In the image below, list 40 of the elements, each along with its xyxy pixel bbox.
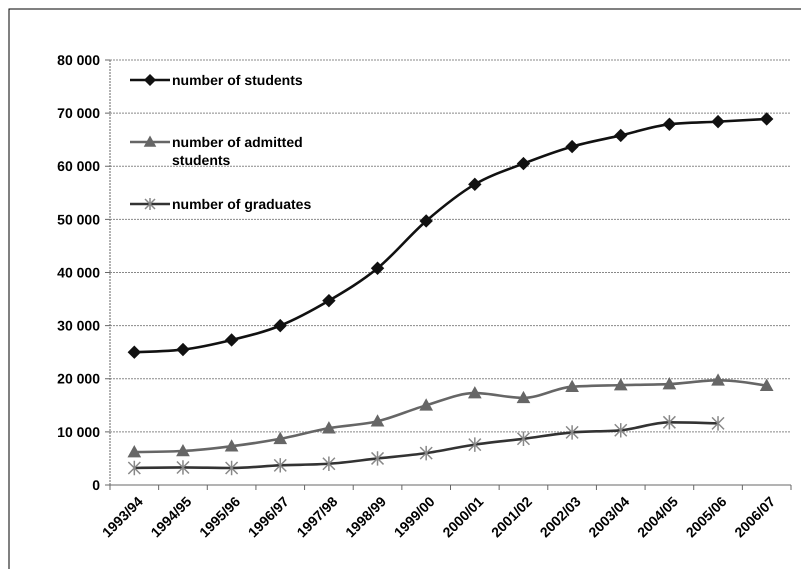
point (566, 140, 579, 154)
legend-label: number of graduates (172, 196, 312, 212)
y-tick-label: 50 000 (57, 211, 100, 228)
point (468, 386, 482, 398)
point (128, 446, 141, 458)
point (128, 346, 141, 359)
point (420, 214, 433, 228)
y-tick-label: 70 000 (57, 105, 100, 122)
point (225, 333, 238, 346)
point (274, 319, 287, 332)
y-tick-label: 20 000 (57, 370, 100, 387)
point (322, 422, 336, 434)
point (712, 115, 725, 128)
point (760, 379, 774, 391)
point (614, 378, 628, 390)
y-tick-label: 10 000 (57, 424, 100, 440)
point (468, 178, 482, 191)
y-tick-label: 0 (92, 476, 100, 493)
y-tick-label: 60 000 (57, 158, 100, 174)
point (274, 432, 287, 444)
y-tick-label: 80 000 (57, 52, 100, 68)
point (225, 440, 238, 452)
legend-label: number of students (172, 72, 303, 88)
y-tick-label: 30 000 (57, 318, 100, 334)
point (614, 128, 628, 142)
point (662, 378, 676, 390)
point (712, 374, 725, 386)
point (176, 444, 190, 456)
point (322, 294, 336, 308)
point (371, 414, 384, 427)
point (516, 157, 530, 170)
point (176, 343, 190, 356)
point (371, 262, 384, 275)
point (760, 112, 774, 126)
y-tick-label: 40 000 (57, 264, 100, 280)
point (420, 398, 433, 411)
point (566, 380, 579, 392)
legend-label: number of admitted students (172, 134, 303, 168)
point (662, 118, 676, 131)
point (516, 391, 530, 404)
